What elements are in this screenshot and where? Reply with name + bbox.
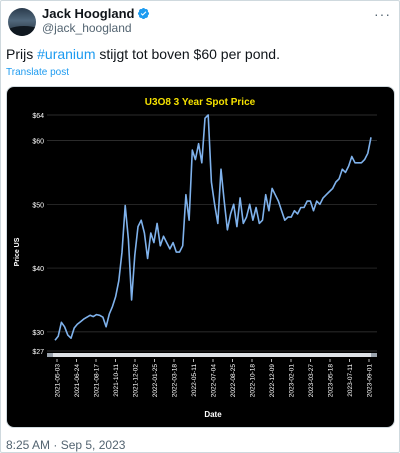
more-options-icon[interactable]: ···	[374, 6, 391, 22]
chart-x-tick-label: 2022-10-18	[250, 364, 257, 398]
chart-gridlines	[47, 114, 377, 352]
chart-x-tick-label: 2022-03-18	[172, 364, 179, 398]
chart-series-line	[54, 114, 372, 341]
chart-x-tick-label: 2021-05-03	[55, 364, 62, 398]
chart-x-tick-label: 2022-12-09	[269, 364, 276, 398]
chart-x-tick-label: 2021-06-24	[74, 364, 81, 398]
translate-post-link[interactable]: Translate post	[6, 67, 69, 78]
chart-scrollbar-track[interactable]	[47, 353, 377, 357]
chart-x-axis-label: Date	[204, 410, 222, 419]
author-row: Jack Hoogland	[42, 6, 150, 21]
chart-x-tick-label: 2021-10-11	[113, 364, 120, 397]
chart-y-tick-label: $40	[32, 266, 44, 273]
chart-x-tick-label: 2022-07-04	[211, 364, 218, 398]
avatar[interactable]	[8, 8, 36, 36]
author-name[interactable]: Jack Hoogland	[42, 6, 135, 21]
chart-x-ticks: 2021-05-03 2021-06-24 2021-08-17 2021-10-11…	[55, 359, 374, 397]
chart-x-tick-label: 2021-12-02	[133, 364, 140, 398]
chart-y-tick-label: $50	[32, 202, 44, 209]
chart-x-tick-label: 2023-02-01	[289, 364, 296, 398]
chart-y-tick-label: $30	[32, 330, 44, 337]
chart-y-tick-label: $60	[32, 139, 44, 146]
tweet-text-before: Prijs	[6, 46, 38, 62]
chart-y-ticks: $27 $30 $40 $50 $60 $64	[32, 113, 44, 356]
tweet-media-chart[interactable]: U3O8 3 Year Spot Price Price US Date $27…	[6, 86, 395, 428]
author-handle[interactable]: @jack_hoogland	[42, 21, 132, 35]
chart-y-axis-label: Price US	[14, 237, 21, 266]
chart-x-tick-label: 2022-05-11	[191, 364, 198, 397]
chart-x-tick-label: 2022-01-25	[152, 364, 159, 398]
chart-y-tick-label: $27	[32, 349, 44, 356]
chart-x-tick-label: 2023-09-01	[367, 364, 374, 398]
chart-title: U3O8 3 Year Spot Price	[145, 97, 256, 108]
chart-x-tick-label: 2022-08-25	[230, 364, 237, 398]
spot-price-chart: U3O8 3 Year Spot Price Price US Date $27…	[14, 97, 377, 419]
tweet-text-after: stijgt tot boven $60 per pond.	[95, 46, 280, 62]
chart-x-tick-label: 2021-08-17	[94, 364, 101, 398]
hashtag-link[interactable]: #uranium	[37, 46, 96, 62]
tweet-text: Prijs #uranium stijgt tot boven $60 per …	[6, 46, 280, 62]
chart-scrollbar-right-handle[interactable]	[371, 353, 377, 357]
chart-scrollbar-left-handle[interactable]	[47, 353, 53, 357]
chart-x-tick-label: 2023-07-11	[347, 364, 354, 397]
chart-series	[54, 114, 372, 341]
chart-x-tick-label: 2023-03-27	[308, 364, 315, 398]
chart-x-tick-label: 2023-05-18	[328, 364, 335, 398]
verified-badge-icon	[138, 7, 150, 20]
tweet-timestamp[interactable]: 8:25 AM · Sep 5, 2023	[6, 438, 126, 452]
chart-y-tick-label: $64	[32, 113, 44, 120]
